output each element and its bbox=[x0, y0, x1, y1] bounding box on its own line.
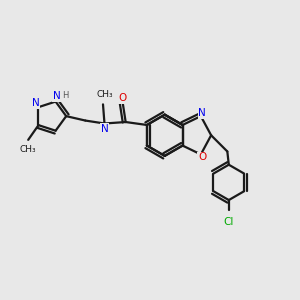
Text: O: O bbox=[118, 94, 127, 103]
Text: Cl: Cl bbox=[224, 217, 234, 227]
Text: H: H bbox=[62, 91, 68, 100]
Text: N: N bbox=[53, 91, 61, 101]
Text: O: O bbox=[198, 152, 206, 162]
Text: N: N bbox=[32, 98, 39, 108]
Text: CH₃: CH₃ bbox=[20, 145, 37, 154]
Text: N: N bbox=[198, 108, 206, 118]
Text: CH₃: CH₃ bbox=[96, 90, 113, 99]
Text: N: N bbox=[100, 124, 108, 134]
